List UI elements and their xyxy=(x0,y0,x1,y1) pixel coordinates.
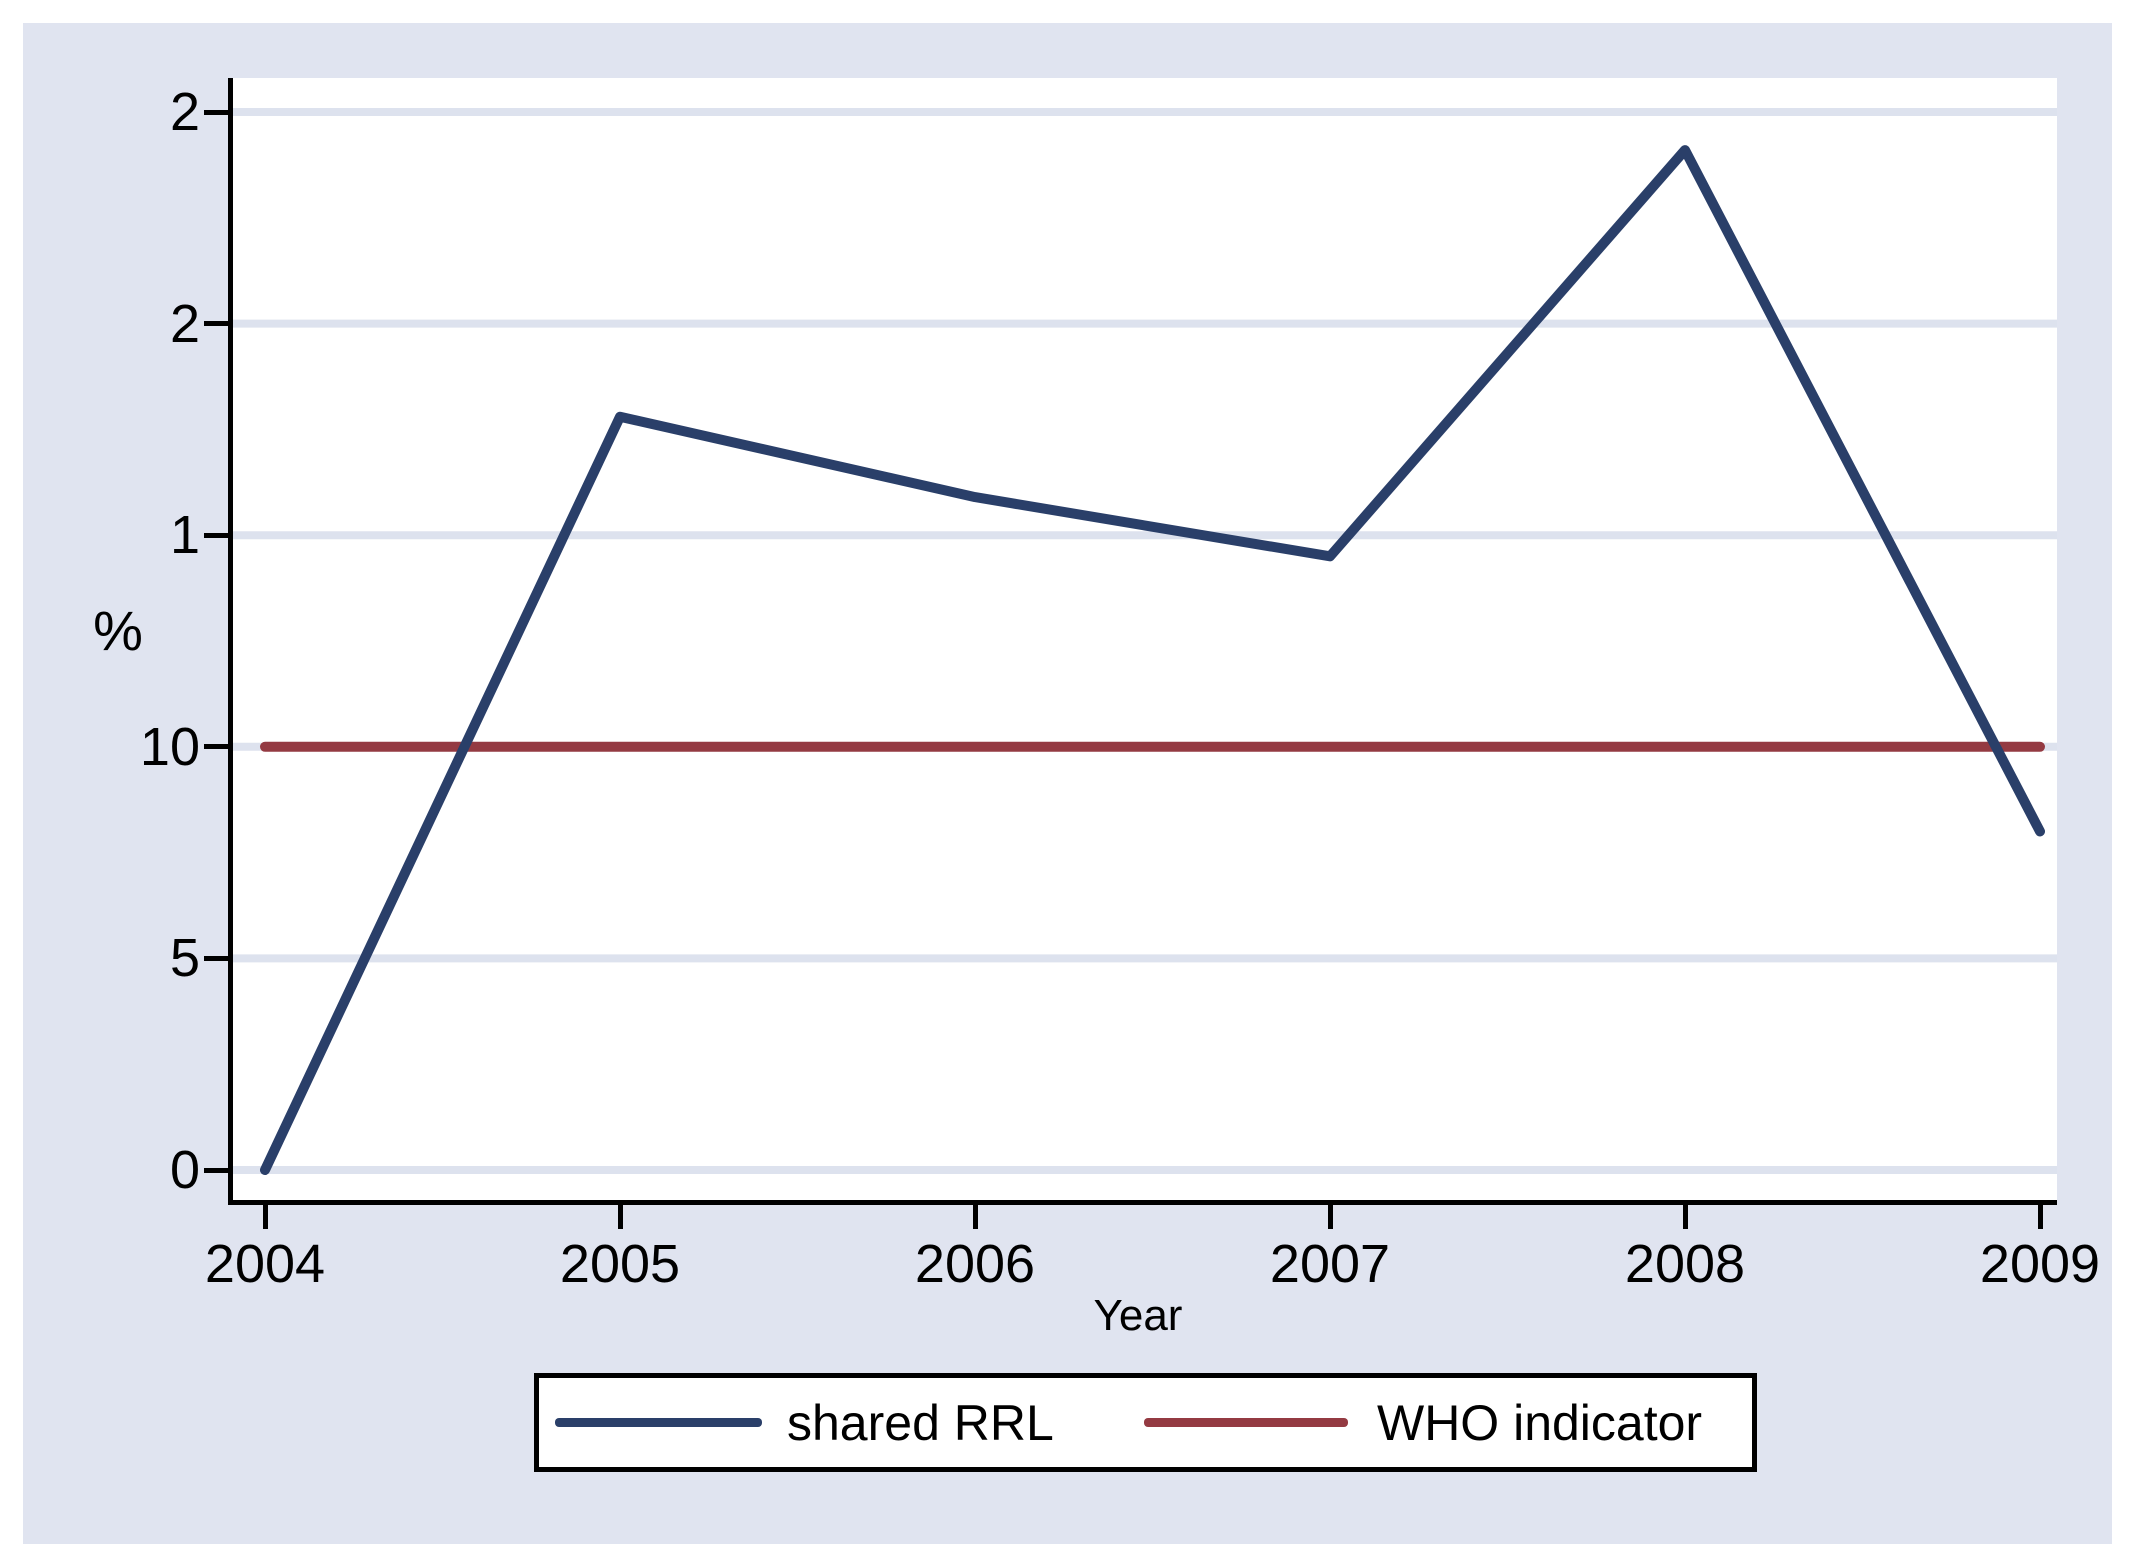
y-tick-label: 1 xyxy=(169,505,200,565)
y-axis-title: % xyxy=(93,599,143,662)
x-tick-label: 2009 xyxy=(1979,1234,2101,1294)
y-tick xyxy=(204,533,229,538)
figure-canvas: 2 2 1 10 5 0 2004 2005 2006 2007 2008 20… xyxy=(23,23,2112,1544)
y-tick xyxy=(204,1168,229,1173)
legend-label-who-indicator: WHO indicator xyxy=(1377,1395,1703,1451)
legend-swatch-shared-rrl xyxy=(555,1418,762,1427)
x-tick-label: 2008 xyxy=(1624,1234,1746,1294)
x-tick xyxy=(1683,1205,1688,1229)
x-tick-label: 2005 xyxy=(559,1234,681,1294)
y-tick-label: 10 xyxy=(139,717,200,777)
chart-svg xyxy=(232,108,2057,1175)
x-tick xyxy=(973,1205,978,1229)
y-tick-label: 2 xyxy=(169,294,200,354)
x-tick-label: 2006 xyxy=(914,1234,1036,1294)
x-tick xyxy=(2038,1205,2043,1229)
y-tick-label: 2 xyxy=(169,82,200,142)
x-axis-title: Year xyxy=(1093,1291,1183,1340)
legend-label-shared-rrl: shared RRL xyxy=(787,1395,1054,1451)
legend-swatch-who-indicator xyxy=(1144,1418,1348,1427)
x-axis-line xyxy=(228,1200,2057,1205)
y-tick xyxy=(204,744,229,749)
y-tick-label: 5 xyxy=(169,928,200,988)
x-tick-label: 2004 xyxy=(204,1234,326,1294)
x-tick xyxy=(1328,1205,1333,1229)
x-tick xyxy=(618,1205,623,1229)
y-tick-label: 0 xyxy=(169,1140,200,1200)
series-line-shared-rrl xyxy=(260,145,2045,1175)
x-tick-label: 2007 xyxy=(1269,1234,1391,1294)
y-tick xyxy=(204,956,229,961)
y-tick xyxy=(204,321,229,326)
x-tick xyxy=(263,1205,268,1229)
y-tick xyxy=(204,110,229,115)
y-axis-line xyxy=(228,78,233,1205)
plot-area xyxy=(232,78,2057,1200)
legend: shared RRL WHO indicator xyxy=(534,1373,1757,1472)
